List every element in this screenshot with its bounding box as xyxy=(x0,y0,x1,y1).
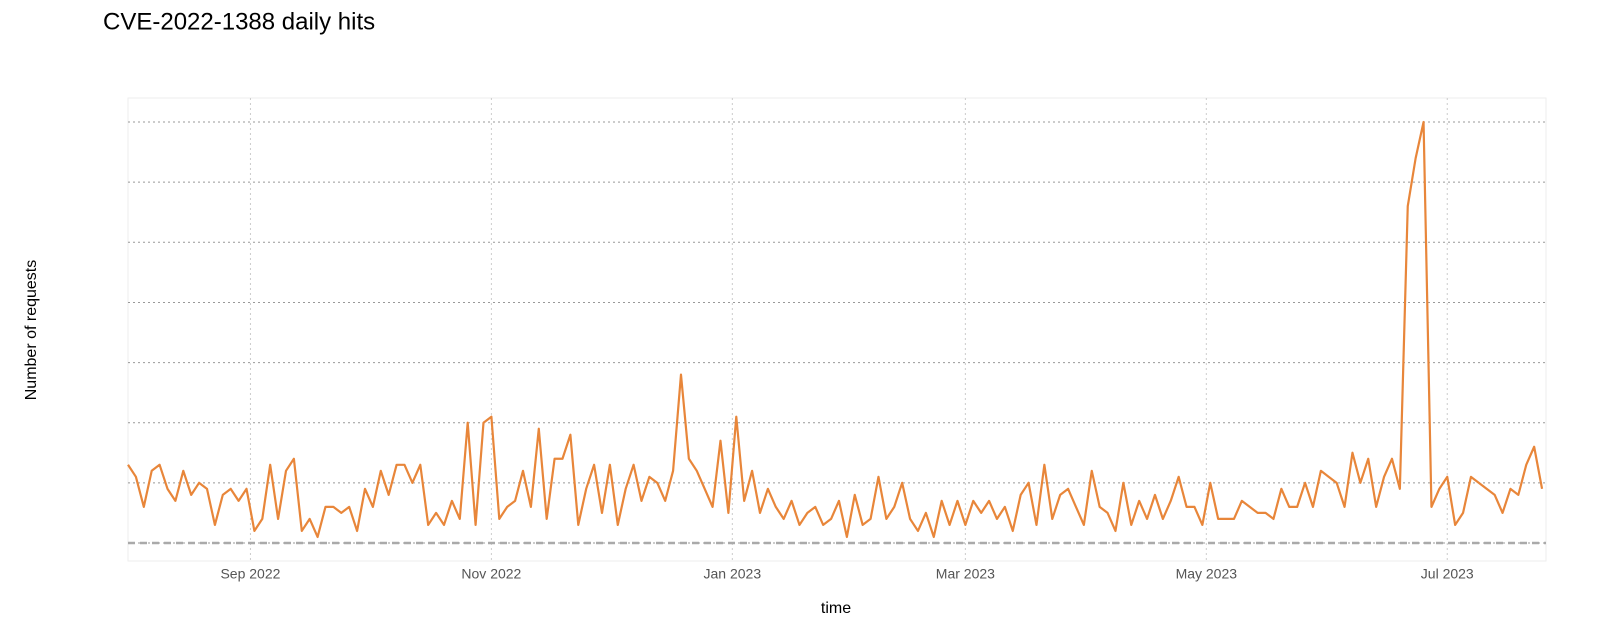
x-tick-label: Sep 2022 xyxy=(220,566,280,582)
x-tick-label: Nov 2022 xyxy=(461,566,521,582)
chart-title: CVE-2022-1388 daily hits xyxy=(103,8,375,35)
x-tick-label: Mar 2023 xyxy=(936,566,995,582)
x-axis-label: time xyxy=(821,600,851,617)
data-line xyxy=(127,120,1544,539)
plot-panel xyxy=(127,97,1547,562)
x-tick-label: May 2023 xyxy=(1176,566,1238,582)
y-axis-label: Number of requests xyxy=(23,260,40,401)
x-tick-label: Jul 2023 xyxy=(1421,566,1474,582)
x-tick-label: Jan 2023 xyxy=(704,566,762,582)
